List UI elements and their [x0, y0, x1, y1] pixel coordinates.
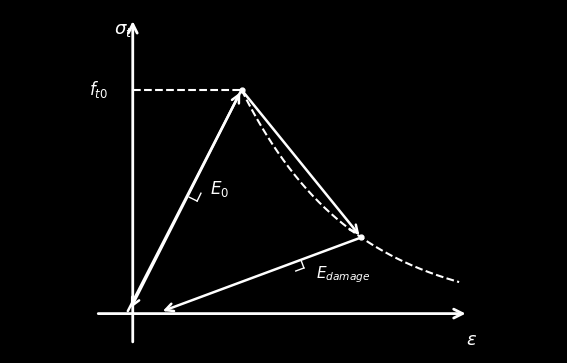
Text: $\varepsilon$: $\varepsilon$: [466, 331, 477, 349]
Text: $f_{t0}$: $f_{t0}$: [89, 79, 108, 100]
Text: $E_{damage}$: $E_{damage}$: [316, 264, 371, 285]
Text: $\sigma_t$: $\sigma_t$: [114, 21, 133, 40]
Text: $E_0$: $E_0$: [210, 179, 229, 199]
